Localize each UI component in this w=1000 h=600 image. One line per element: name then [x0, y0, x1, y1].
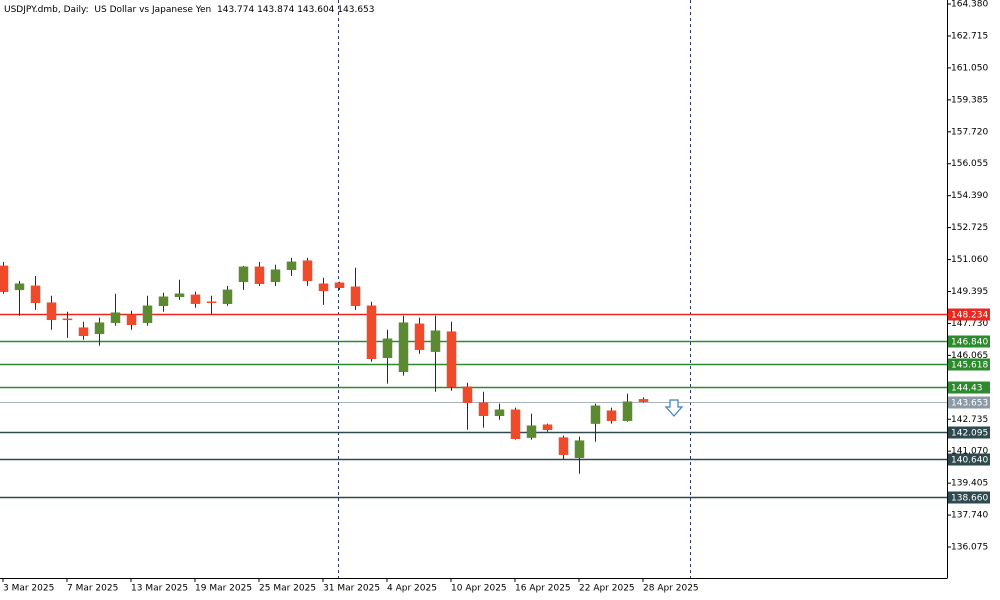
candle-body	[318, 283, 329, 292]
candle-body	[414, 323, 425, 350]
y-tick-label: 154.390	[951, 191, 988, 201]
current-price-label: 143.653	[951, 399, 988, 409]
level-label: 140.640	[951, 456, 988, 466]
candle-body	[638, 399, 649, 402]
y-tick-label: 164.380	[951, 0, 988, 10]
candle-body	[526, 425, 537, 438]
x-tick-label: 25 Mar 2025	[259, 584, 316, 594]
y-tick-label: 149.395	[951, 287, 988, 297]
x-tick-label: 22 Apr 2025	[579, 584, 635, 594]
candle-body	[110, 312, 121, 323]
x-tick-label: 3 Mar 2025	[3, 584, 54, 594]
candle-body	[238, 266, 249, 283]
level-label: 142.095	[951, 429, 988, 439]
candle-body	[94, 322, 105, 335]
level-box	[948, 335, 990, 348]
level-box	[948, 358, 990, 371]
y-tick-label: 147.730	[951, 319, 988, 329]
candle-body	[286, 261, 297, 270]
candle-body	[558, 437, 569, 455]
candle-body	[430, 330, 441, 352]
close-value: 143.653	[337, 5, 374, 15]
level-label: 138.660	[951, 494, 988, 504]
candle-body	[126, 314, 137, 326]
candle-body	[302, 260, 313, 282]
current-price-box	[948, 396, 990, 409]
x-tick-label: 16 Apr 2025	[515, 584, 571, 594]
chart-header: USDJPY.dmb, Daily: US Dollar vs Japanese…	[4, 5, 375, 15]
candle-body	[0, 265, 9, 293]
y-tick-label: 151.060	[951, 255, 988, 265]
level-box	[948, 426, 990, 439]
y-tick-label: 139.405	[951, 479, 988, 489]
level-box	[948, 308, 990, 321]
candle-body	[270, 269, 281, 283]
y-tick-label: 159.385	[951, 95, 988, 105]
candle-body	[190, 294, 201, 304]
candle-body	[446, 331, 457, 387]
x-tick-label: 19 Mar 2025	[195, 584, 252, 594]
candle-body	[510, 409, 521, 439]
y-tick-label: 137.740	[951, 511, 988, 521]
candle-body	[382, 338, 393, 359]
candle-body	[158, 296, 169, 307]
candle-body	[14, 283, 25, 291]
candle-body	[590, 405, 601, 424]
y-tick-label: 142.735	[951, 415, 988, 425]
candle-body	[606, 410, 617, 421]
y-tick-label: 136.075	[951, 543, 988, 553]
candle-body	[62, 318, 73, 321]
x-tick-label: 10 Apr 2025	[451, 584, 507, 594]
level-label: 144.43	[951, 384, 983, 394]
y-tick-label: 157.720	[951, 127, 988, 137]
candle-body	[78, 327, 89, 336]
plot	[0, 257, 947, 499]
candle-body	[142, 305, 153, 323]
candle-body	[254, 266, 265, 284]
x-tick-label: 13 Mar 2025	[131, 584, 188, 594]
y-tick-label: 161.050	[951, 63, 988, 73]
candle-body	[174, 293, 185, 298]
y-tick-label: 162.715	[951, 31, 988, 41]
candle-body	[350, 286, 361, 307]
level-box	[948, 491, 990, 504]
candle-body	[46, 302, 57, 321]
candle-body	[334, 282, 345, 289]
level-label: 148.234	[951, 311, 988, 321]
y-tick-label: 141.070	[951, 447, 988, 457]
candle-body	[622, 401, 633, 421]
x-tick-label: 7 Mar 2025	[67, 584, 118, 594]
level-label: 146.840	[951, 338, 988, 348]
candle-body	[222, 289, 233, 304]
x-tick-label: 28 Apr 2025	[643, 584, 699, 594]
candle-body	[478, 402, 489, 416]
level-box	[948, 453, 990, 466]
candle-body	[30, 285, 41, 303]
level-label: 145.618	[951, 361, 988, 371]
candle-body	[542, 424, 553, 430]
chart-title: USDJPY.dmb, Daily: US Dollar vs Japanese…	[4, 5, 211, 15]
y-tick-label: 146.065	[951, 351, 988, 361]
candle-body	[574, 440, 585, 458]
x-tick-label: 4 Apr 2025	[387, 584, 437, 594]
y-tick-label: 156.055	[951, 159, 988, 169]
candle-body	[206, 301, 217, 304]
candle-body	[398, 322, 409, 373]
open-value: 143.774	[217, 5, 254, 15]
level-box	[948, 381, 990, 394]
low-value: 143.604	[297, 5, 334, 15]
high-value: 143.874	[257, 5, 294, 15]
y-tick-label: 152.725	[951, 223, 988, 233]
candle-body	[462, 386, 473, 403]
candle-body	[366, 305, 377, 359]
candle-body	[494, 409, 505, 416]
x-tick-label: 31 Mar 2025	[323, 584, 380, 594]
sell-arrow-icon	[664, 399, 684, 417]
